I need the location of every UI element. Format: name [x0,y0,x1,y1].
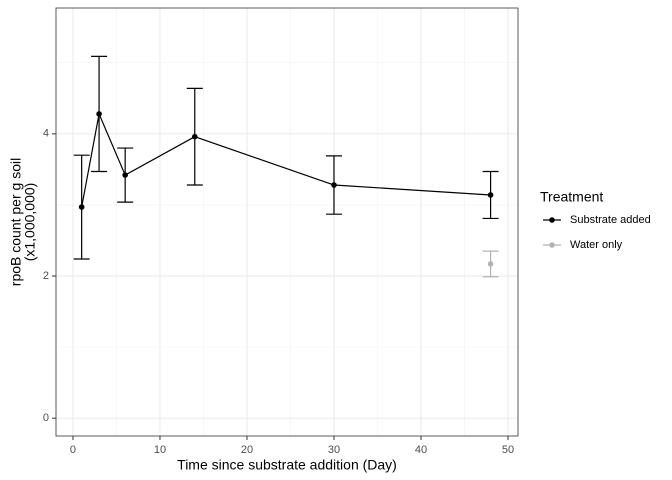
y-axis-label: rpoB count per g soil [8,158,24,286]
point [331,182,337,188]
x-tick-label: 0 [70,444,76,456]
x-tick-label: 40 [415,444,427,456]
point [78,204,85,210]
y-tick-label: 4 [43,128,49,140]
x-tick-label: 10 [154,444,166,456]
point [487,261,494,267]
x-tick-label: 20 [241,444,253,456]
x-axis-label: Time since substrate addition (Day) [177,457,397,473]
legend-label: Substrate added [570,214,651,226]
x-tick-label: 30 [328,444,340,456]
point [96,111,102,117]
panel-border [55,7,519,437]
point [191,133,198,140]
point [122,172,128,178]
y-tick-label: 2 [43,270,49,282]
line [81,111,491,208]
point [487,192,494,198]
legend-title: Treatment [540,189,603,205]
y-tick-label: 0 [43,412,49,424]
legend-label: Water only [570,239,623,251]
y-axis-label: (x1,000,000) [22,183,38,262]
x-tick-label: 50 [502,444,514,456]
legend-key [549,217,555,223]
legend-key [549,242,555,248]
